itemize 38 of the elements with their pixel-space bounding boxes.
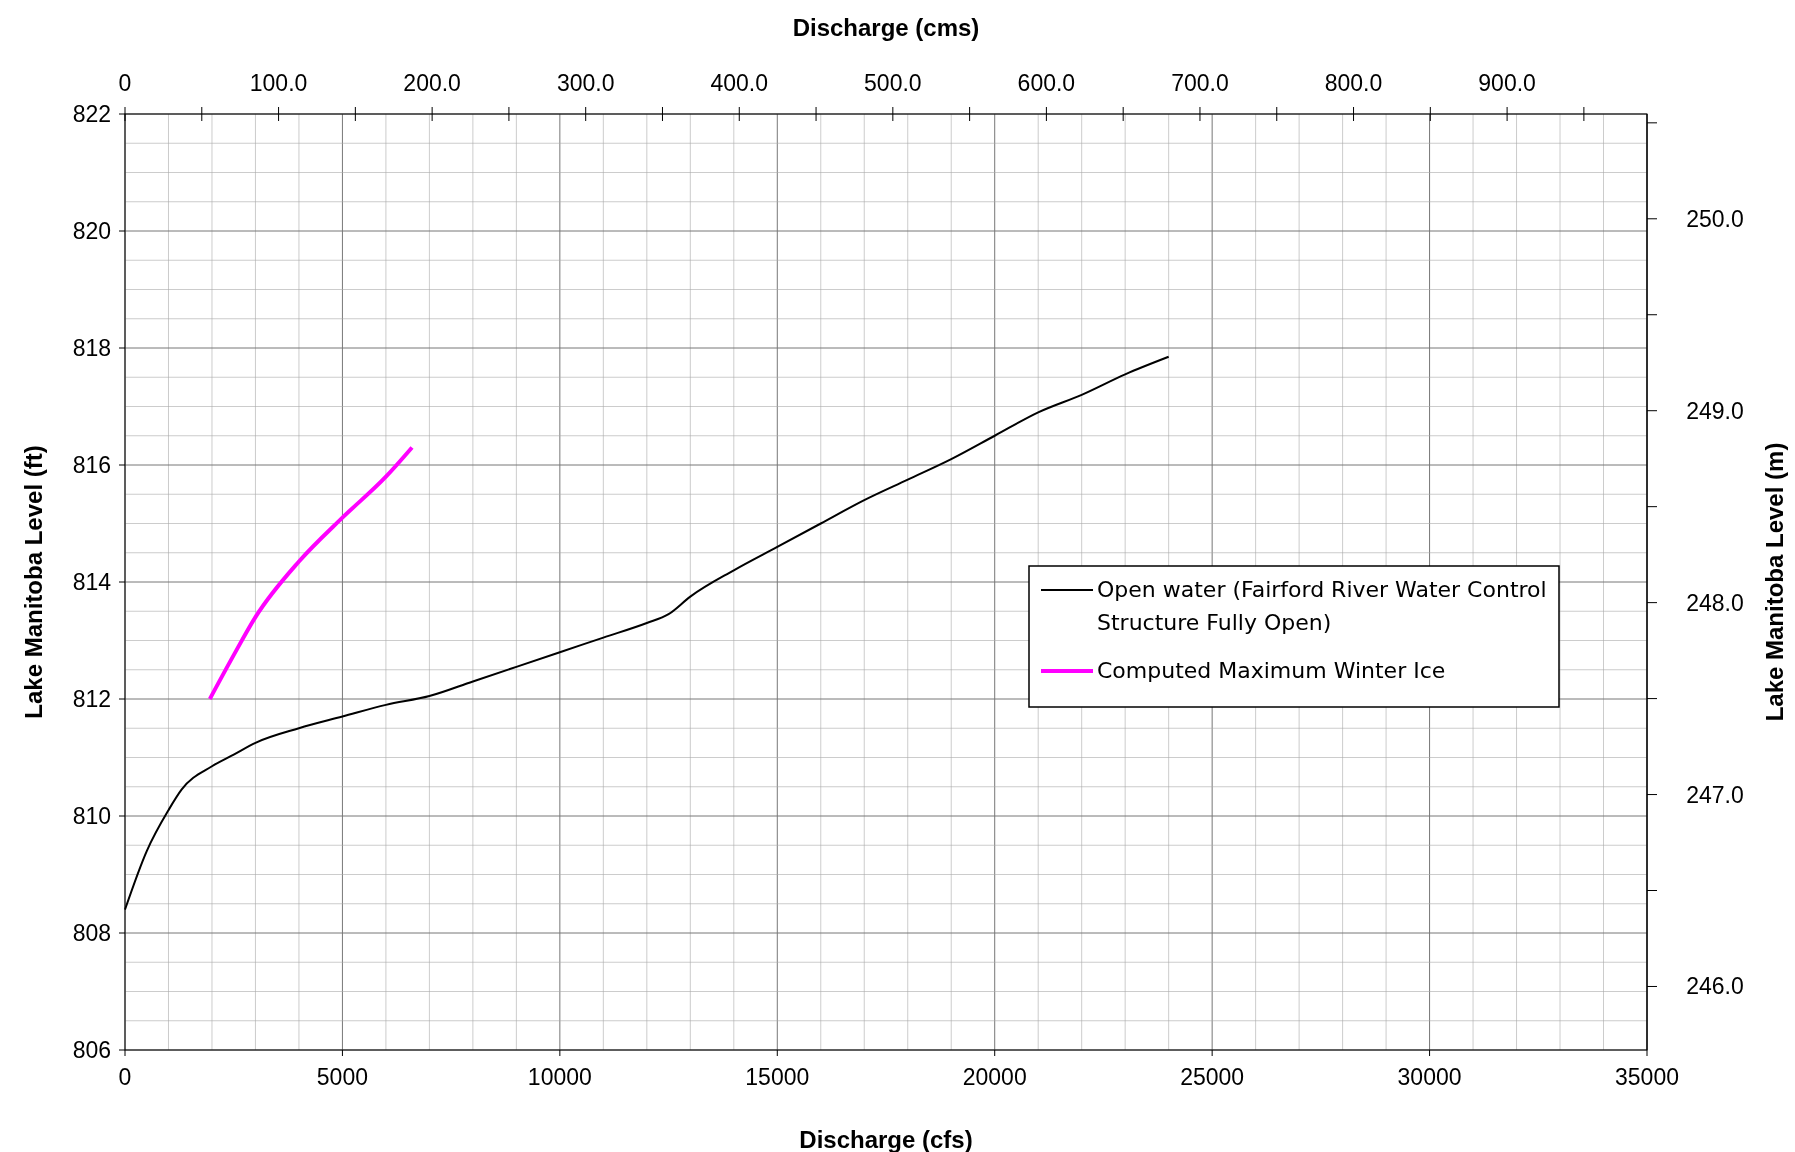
y-axis-title: Lake Manitoba Level (ft) — [20, 445, 47, 719]
y-tick-label: 820 — [72, 218, 111, 244]
y-tick-label: 810 — [72, 803, 111, 829]
y2-tick-label: 250.0 — [1686, 205, 1744, 232]
y-tick-label: 822 — [72, 101, 111, 127]
x-tick-label: 20000 — [962, 1064, 1027, 1090]
x-tick-label: 5000 — [316, 1064, 369, 1090]
x-tick-label: 25000 — [1180, 1064, 1245, 1090]
y2-axis-title: Lake Manitoba Level (m) — [1761, 442, 1788, 722]
y-tick-label: 816 — [72, 452, 111, 478]
legend-label: Computed Maximum Winter Ice — [1097, 658, 1446, 683]
x2-axis-title: Discharge (cms) — [792, 14, 980, 41]
x2-tick-label: 300.0 — [556, 70, 615, 96]
y2-tick-label: 246.0 — [1686, 973, 1744, 1000]
y-tick-label: 812 — [72, 686, 111, 712]
x-tick-label: 0 — [118, 1064, 132, 1090]
y2-tick-label: 248.0 — [1686, 589, 1744, 616]
legend-label: Open water (Fairford River Water Control Structure Fully Open) — [1097, 577, 1547, 635]
x2-tick-label: 100.0 — [249, 70, 308, 96]
x2-tick-label: 600.0 — [1017, 70, 1076, 96]
y-tick-label: 814 — [72, 569, 112, 595]
x2-tick-label: 700.0 — [1171, 70, 1229, 96]
y-tick-label: 806 — [72, 1037, 111, 1063]
y-tick-label: 808 — [72, 920, 111, 946]
x2-tick-label: 0 — [118, 70, 132, 96]
x-tick-label: 35000 — [1615, 1064, 1679, 1090]
x2-tick-label: 400.0 — [710, 70, 769, 96]
x-tick-label: 10000 — [527, 1064, 592, 1090]
x2-tick-label: 200.0 — [403, 70, 461, 96]
x2-tick-label: 500.0 — [864, 70, 922, 96]
y2-tick-label: 247.0 — [1686, 781, 1744, 808]
x2-tick-label: 800.0 — [1324, 70, 1383, 96]
line-series — [207, 445, 415, 701]
y-tick-label: 818 — [72, 335, 111, 361]
x-tick-label: 15000 — [745, 1064, 810, 1090]
y2-tick-label: 249.0 — [1686, 397, 1744, 424]
x-tick-label: 30000 — [1397, 1064, 1462, 1090]
x2-tick-label: 900.0 — [1478, 70, 1536, 96]
